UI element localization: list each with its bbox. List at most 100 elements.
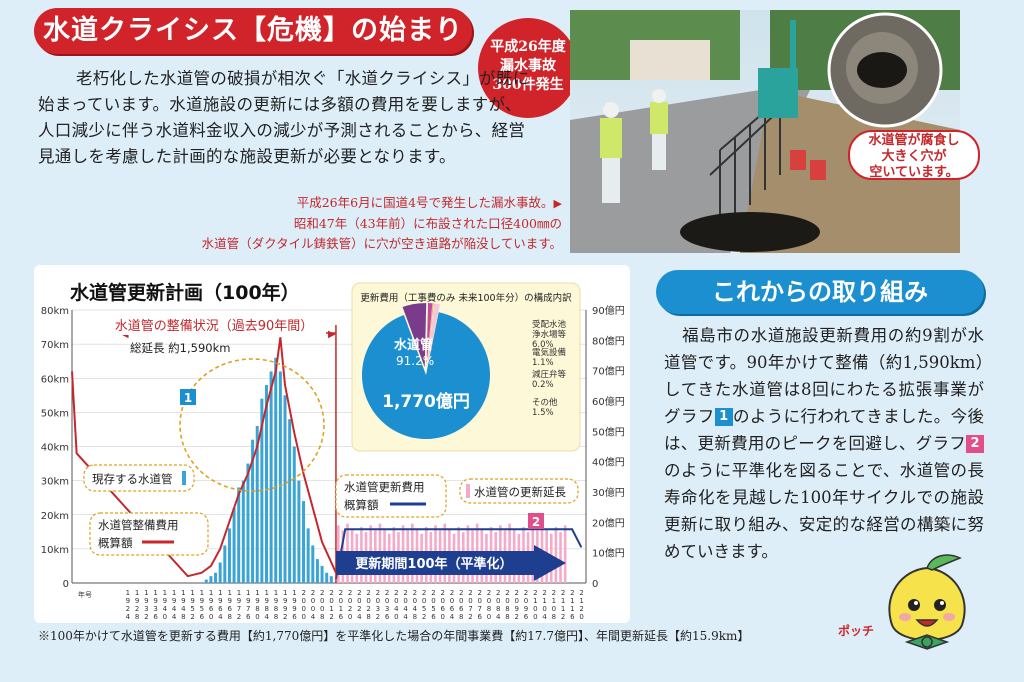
x-tick-digit: 0: [311, 605, 315, 613]
x-tick-digit: 2: [385, 589, 389, 597]
x-tick-digit: 1: [190, 589, 194, 597]
x-tick-digit: 2: [579, 589, 583, 597]
y-left-tick: 80km: [41, 306, 69, 317]
x-tick-digit: 1: [209, 589, 213, 597]
legend-renewal-cost-2: 概算額: [344, 498, 379, 512]
x-tick-digit: 4: [218, 613, 223, 621]
x-tick-digit: 0: [357, 597, 361, 605]
x-tick-digit: 2: [561, 589, 565, 597]
x-tick-digit: 4: [172, 613, 177, 621]
x-tick-digit: 8: [255, 605, 259, 613]
x-tick-digit: 2: [468, 589, 472, 597]
x-tick-digit: 8: [320, 613, 324, 621]
y-left-tick: 40km: [41, 443, 69, 454]
x-tick-digit: 0: [209, 613, 213, 621]
x-tick-digit: 6: [440, 605, 445, 613]
x-tick-digit: 8: [135, 613, 139, 621]
y-right-tick: 30億円: [592, 486, 625, 499]
y-right-tick: 40億円: [592, 456, 625, 469]
pie-legend-line: 電気設備: [532, 347, 567, 358]
x-tick-digit: 1: [135, 589, 139, 597]
x-tick-digit: 0: [366, 597, 370, 605]
legend-cost-2: 概算額: [98, 536, 133, 550]
marker-1-box: [180, 389, 196, 405]
x-tick-digit: 0: [552, 605, 556, 613]
x-tick-digit: 1: [329, 605, 333, 613]
legend-renewal-length-swatch: [466, 484, 470, 498]
pie-legend-line: 減圧弁等: [532, 369, 567, 380]
x-tick-digit: 2: [515, 589, 519, 597]
x-tick-digit: 3: [376, 605, 380, 613]
mascot-pocchi: [872, 550, 982, 660]
x-tick-digit: 1: [561, 605, 565, 613]
x-tick-digit: 4: [403, 613, 408, 621]
bar-existing: [315, 559, 319, 583]
x-tick-digit: 9: [218, 597, 222, 605]
x-tick-digit: 3: [153, 605, 157, 613]
x-tick-digit: 2: [440, 589, 444, 597]
x-tick-digit: 4: [403, 605, 408, 613]
bar-existing: [214, 572, 218, 583]
x-tick-digit: 0: [515, 597, 519, 605]
x-tick-digit: 3: [385, 605, 389, 613]
x-tick-digit: 9: [264, 597, 268, 605]
future-text-2: のように行われてきました。今後は、更新費用のピークを回避し、グラフ: [664, 407, 985, 453]
x-tick-digit: 9: [126, 597, 130, 605]
bar-existing: [227, 528, 231, 583]
leak-count-badge: 平成26年度 漏水事故 300件発生: [478, 18, 578, 118]
renewal-plan-chart: 水道管更新計画（100年） 0 10km 20km 30km 40km 50km 60km 70…: [34, 265, 630, 623]
x-tick-digit: 2: [302, 589, 306, 597]
pie-legend-line: 浄水場等: [532, 329, 567, 340]
x-tick-digit: 4: [172, 605, 177, 613]
x-tick-digit: 6: [431, 613, 436, 621]
x-tick-digit: 0: [533, 613, 537, 621]
x-tick-digit: 6: [524, 613, 529, 621]
x-tick-digit: 4: [450, 613, 455, 621]
pie-slice: [402, 303, 427, 368]
x-first-label: 年号: [78, 590, 92, 599]
x-tick-digit: 8: [181, 613, 185, 621]
x-tick-digit: 2: [533, 589, 537, 597]
x-tick-digit: 1: [218, 589, 222, 597]
x-tick-digit: 8: [505, 613, 509, 621]
caption-line-1: 平成26年6月に国道4号で発生した漏水事故。: [296, 195, 554, 210]
pie-main-value: 91.2%: [396, 354, 434, 368]
x-tick-digit: 6: [570, 613, 575, 621]
x-tick-digit: 0: [339, 597, 343, 605]
x-tick-digit: 4: [357, 613, 362, 621]
badge-line-3: 300件発生: [492, 77, 564, 93]
x-tick-digit: 4: [496, 613, 501, 621]
bar-existing: [241, 480, 245, 583]
x-tick-digit: 2: [422, 589, 426, 597]
x-tick-digit: 1: [200, 589, 204, 597]
chart-footnote: ※100年かけて水道管を更新する費用【約1,770億円】を平準化した場合の年間事…: [38, 629, 750, 643]
callout-renewal-cost: [335, 474, 447, 518]
x-tick-digit: 2: [552, 589, 556, 597]
x-tick-digit: 1: [579, 597, 583, 605]
x-tick-digit: 2: [366, 605, 370, 613]
x-tick-digit: 4: [264, 613, 269, 621]
x-tick-digit: 0: [394, 613, 398, 621]
x-tick-digit: 0: [302, 597, 306, 605]
x-tick-digit: 1: [274, 589, 278, 597]
callout-renewal-length: [459, 478, 579, 504]
x-tick-digit: 9: [144, 597, 148, 605]
x-tick-digit: 1: [292, 589, 296, 597]
future-text-3: のように平準化を図ることで、水道管の長寿命化を見越した100年サイクルでの施設更…: [664, 461, 984, 561]
intro-paragraph: 老朽化した水道管の破損が相次ぐ「水道クライシス」が既に始まっています。水道施設の…: [38, 69, 530, 166]
x-tick-digit: 2: [311, 589, 315, 597]
x-tick-digit: 2: [579, 605, 583, 613]
bar-existing: [274, 357, 278, 583]
graph-marker-1: 1: [714, 408, 733, 426]
x-tick-digit: 2: [505, 589, 509, 597]
photo-caption: 平成26年6月に国道4号で発生した漏水事故。▶ 昭和47年（43年前）に布設され…: [150, 193, 562, 254]
x-tick-digit: 0: [255, 613, 259, 621]
badge-line-1: 平成26年度: [490, 39, 566, 55]
x-tick-digit: 9: [172, 597, 176, 605]
bar-existing: [325, 572, 329, 583]
x-tick-digit: 0: [348, 597, 352, 605]
bar-existing: [232, 507, 236, 583]
x-tick-digit: 2: [487, 589, 491, 597]
x-tick-digit: 0: [422, 597, 426, 605]
x-tick-digit: 8: [459, 613, 463, 621]
